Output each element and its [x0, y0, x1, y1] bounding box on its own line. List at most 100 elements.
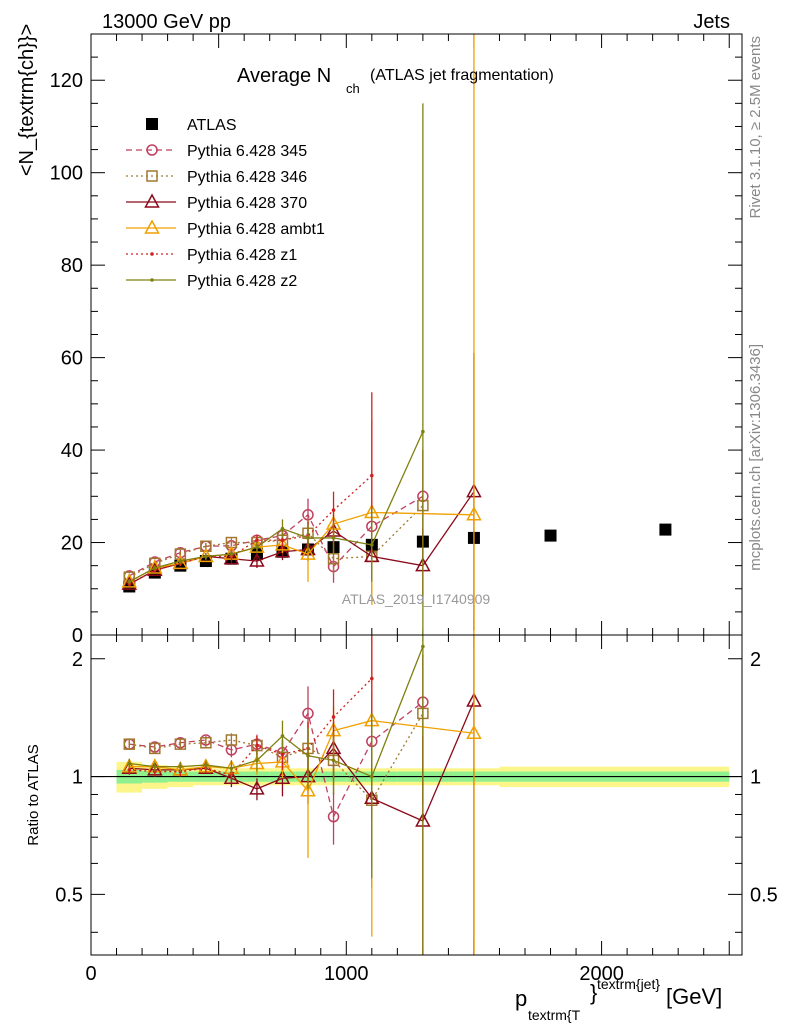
ratio-point: [280, 734, 285, 738]
ratio-point: [225, 734, 238, 746]
main-point: [659, 523, 672, 536]
x-axis-label-unit: [GeV]: [666, 984, 722, 1009]
main-point: [127, 580, 132, 584]
x-axis-label-sub: textrm{T: [528, 1007, 581, 1023]
legend-marker: [146, 170, 158, 182]
main-point: [229, 552, 234, 556]
ratio-point: [174, 738, 187, 750]
tick-label: 1000: [324, 963, 369, 985]
main-series: [127, 392, 374, 587]
main-point: [306, 536, 310, 540]
ratio-point: [204, 763, 208, 767]
header-right: Jets: [693, 11, 730, 33]
ratio-point: [370, 676, 374, 681]
ratio-point: [300, 782, 316, 797]
y-axis-label-ratio-text: Ratio to ATLAS: [25, 744, 42, 845]
main-point: [300, 545, 316, 560]
chart-title-main: Average N: [237, 65, 331, 87]
legend-label: Pythia 6.428 370: [187, 195, 307, 212]
watermark: ATLAS_2019_I1740909: [342, 591, 491, 607]
x-axis-label-main: p: [515, 986, 527, 1011]
tick-label: 100: [50, 163, 83, 185]
ratio-point: [327, 810, 340, 823]
tick-label: 120: [50, 70, 83, 92]
ratio-point: [280, 752, 285, 757]
main-point: [370, 473, 374, 478]
y-axis-label-ratio: Ratio to ATLAS: [25, 744, 42, 845]
main-point: [280, 538, 285, 543]
ratio-point: [421, 644, 425, 649]
legend-entry: Pythia 6.428 345: [126, 143, 307, 160]
main-panel-series: [121, 34, 672, 635]
tick-label: 0.5: [750, 884, 778, 906]
ratio-point: [255, 743, 259, 748]
ratio-point: [370, 774, 374, 779]
ratio-point: [331, 758, 336, 763]
tick-label: 2: [750, 649, 761, 671]
main-line: [128, 505, 424, 578]
legend-marker: [146, 118, 158, 130]
legend-label: Pythia 6.428 z2: [187, 273, 297, 290]
legend-marker: [144, 219, 160, 234]
tick-label: 2: [72, 649, 83, 671]
ratio-point: [331, 715, 336, 719]
main-point: [544, 529, 557, 542]
ratio-panel-frame: [90, 634, 743, 956]
chart-title: Average N ch (ATLAS jet fragmentation): [237, 65, 554, 96]
ratio-point: [127, 768, 132, 772]
main-point: [421, 429, 425, 434]
tick-label: 2000: [579, 963, 624, 985]
ratio-point: [274, 769, 291, 785]
x-axis-label-brace: }: [590, 980, 597, 1005]
y-axis-label-main: <N_{textrm{ch}}>: [16, 24, 38, 176]
tick-label: 60: [61, 348, 83, 370]
main-point: [274, 543, 291, 558]
ratio-point: [127, 761, 132, 766]
ratio-series: [127, 635, 374, 819]
tick-label: 1: [72, 767, 83, 789]
tick-label: 20: [61, 533, 83, 555]
main-series: [121, 352, 482, 631]
main-point: [153, 566, 157, 570]
main-line: [128, 475, 373, 585]
ratio-line: [129, 646, 424, 778]
main-series: [123, 450, 429, 583]
tick-label: 0.5: [55, 884, 83, 906]
main-point: [280, 526, 285, 531]
main-point: [331, 508, 336, 512]
main-point: [249, 552, 265, 567]
ratio-line: [129, 713, 424, 802]
tick-label: 1: [750, 767, 761, 789]
chart-title-sub: ch: [346, 81, 360, 96]
main-point: [255, 545, 259, 549]
ratio-point: [123, 738, 136, 750]
main-point: [274, 536, 291, 551]
main-point: [331, 536, 336, 540]
ratio-point: [229, 766, 234, 771]
side-label-mcplots: mcplots.cern.ch [arXiv:1306.3436]: [747, 344, 764, 571]
main-point: [466, 506, 482, 521]
ratio-point: [153, 764, 157, 769]
legend-entry: ATLAS: [146, 117, 237, 134]
ratio-panel-series: [121, 635, 482, 955]
main-point: [223, 550, 240, 565]
legend-marker: [144, 193, 160, 208]
ratio-point: [249, 780, 265, 795]
legend-marker: [146, 144, 158, 156]
legend-label: Pythia 6.428 z1: [187, 247, 297, 264]
legend-entry: Pythia 6.428 370: [126, 193, 307, 212]
tick-label: 0: [72, 625, 83, 647]
main-point: [370, 543, 374, 547]
y-axis-label-main-text: <N_{textrm{ch}}>: [16, 24, 38, 176]
chart-title-extra: (ATLAS jet fragmentation): [370, 67, 554, 84]
legend-entry: Pythia 6.428 z1: [126, 247, 297, 264]
ratio-point: [200, 737, 212, 749]
main-point: [121, 573, 138, 588]
ratio-point: [466, 724, 482, 740]
x-axis-label: p textrm{T } textrm{jet} [GeV]: [515, 976, 722, 1023]
main-point: [121, 575, 138, 590]
ratio-series: [121, 635, 482, 955]
legend: ATLAS Pythia 6.428 345 Pythia 6.428 346 Pyt…: [126, 117, 325, 290]
